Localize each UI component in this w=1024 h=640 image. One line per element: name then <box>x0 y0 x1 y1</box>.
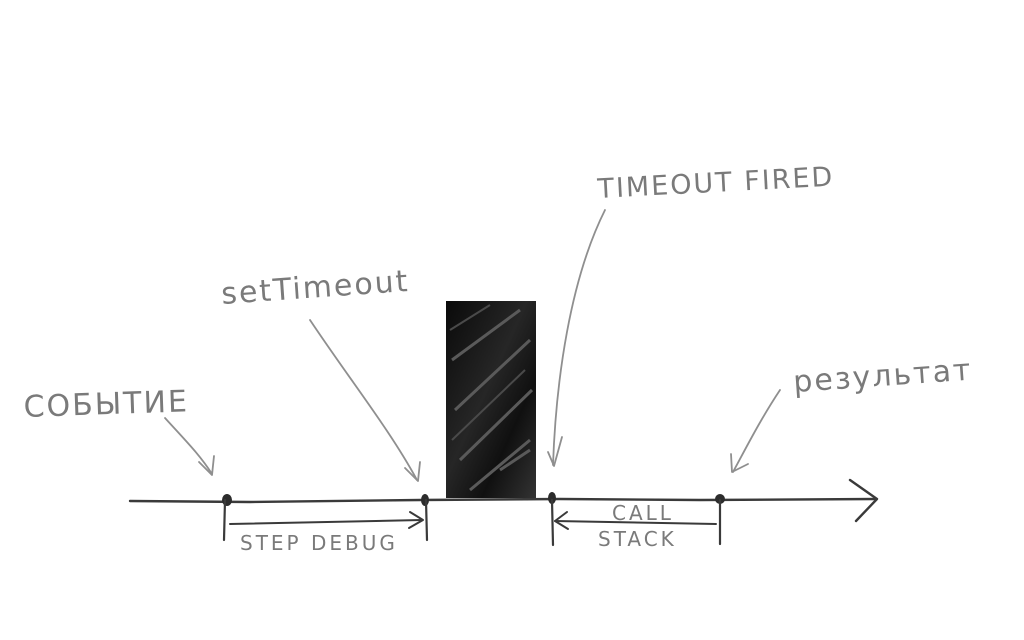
event-marker <box>222 494 232 506</box>
timeout-fired-label: TIMEOUT FIRED <box>596 162 835 205</box>
step-debug-end-tick <box>424 498 429 542</box>
timeline-axis <box>128 497 878 504</box>
call-stack-span-arrow <box>554 520 717 525</box>
settimeout-pointer-arrow <box>309 319 418 481</box>
event-label: СОБЫТИЕ <box>23 384 189 425</box>
timeout-fired-pointer-head <box>547 436 563 467</box>
event-pointer-head <box>198 455 215 476</box>
call-stack-start-tick <box>550 498 555 547</box>
settimeout-label: setTimeout <box>220 264 410 312</box>
blocking-task-block <box>446 301 536 498</box>
timeout-fired-pointer-arrow <box>552 209 606 466</box>
result-pointer-head <box>730 453 749 473</box>
step-debug-span-arrow <box>229 519 423 525</box>
step-debug-arrowhead <box>408 511 424 529</box>
timeline-arrowhead <box>848 478 879 523</box>
event-pointer-arrow <box>164 417 213 475</box>
timeout-fired-marker <box>548 492 556 504</box>
stack-label: STACK <box>598 527 677 551</box>
call-label: CALL <box>612 501 674 525</box>
result-label: результат <box>792 353 973 400</box>
step-debug-label: STEP DEBUG <box>240 531 398 555</box>
result-pointer-arrow <box>732 389 781 473</box>
step-debug-start-tick <box>222 498 227 542</box>
settimeout-pointer-head <box>404 461 421 482</box>
call-stack-arrowhead <box>554 511 569 530</box>
